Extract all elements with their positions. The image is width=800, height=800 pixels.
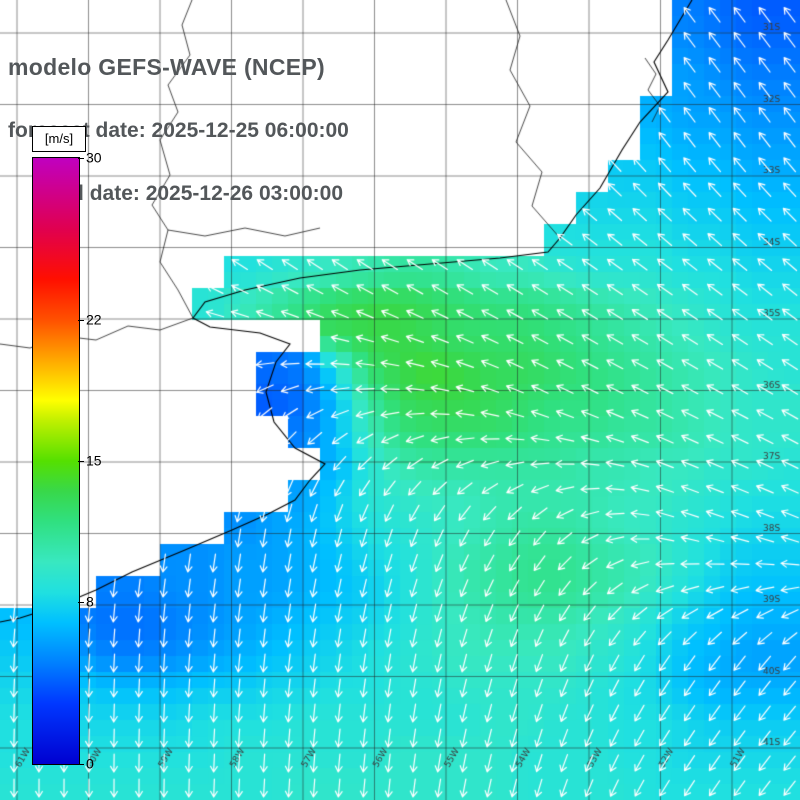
colorbar-tick-mark bbox=[78, 319, 84, 321]
colorbar-tick-label: 22 bbox=[86, 311, 102, 328]
colorbar-tick-mark bbox=[78, 764, 84, 765]
colorbar-tick-label: 0 bbox=[86, 755, 94, 772]
colorbar-tick-label: 30 bbox=[86, 149, 102, 166]
colorbar-gradient bbox=[32, 157, 80, 765]
colorbar-unit-label: [m/s] bbox=[32, 126, 86, 152]
colorbar-tick-list: 30 22 15 8 0 bbox=[78, 150, 122, 772]
colorbar: [m/s] 30 22 15 8 0 bbox=[32, 126, 162, 776]
colorbar-tick-mark bbox=[78, 158, 84, 159]
model-title: modelo GEFS-WAVE (NCEP) bbox=[8, 54, 325, 80]
colorbar-tick-label: 15 bbox=[86, 452, 102, 469]
colorbar-tick-mark bbox=[78, 461, 84, 462]
colorbar-tick-mark bbox=[78, 602, 84, 604]
colorbar-tick-label: 8 bbox=[86, 594, 94, 611]
